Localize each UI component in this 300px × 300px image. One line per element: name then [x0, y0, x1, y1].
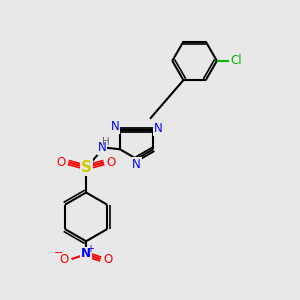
Text: N: N	[154, 122, 163, 135]
Text: N: N	[132, 158, 141, 171]
Text: +: +	[86, 244, 94, 254]
Text: N: N	[81, 247, 91, 260]
Text: O: O	[106, 156, 116, 169]
Text: O: O	[103, 253, 113, 266]
Text: −: −	[54, 248, 63, 258]
Text: N: N	[98, 141, 106, 154]
Text: N: N	[110, 121, 119, 134]
Text: Cl: Cl	[230, 54, 242, 67]
Text: H: H	[102, 137, 110, 147]
Text: S: S	[81, 160, 92, 175]
Text: O: O	[59, 253, 69, 266]
Text: O: O	[56, 156, 66, 169]
